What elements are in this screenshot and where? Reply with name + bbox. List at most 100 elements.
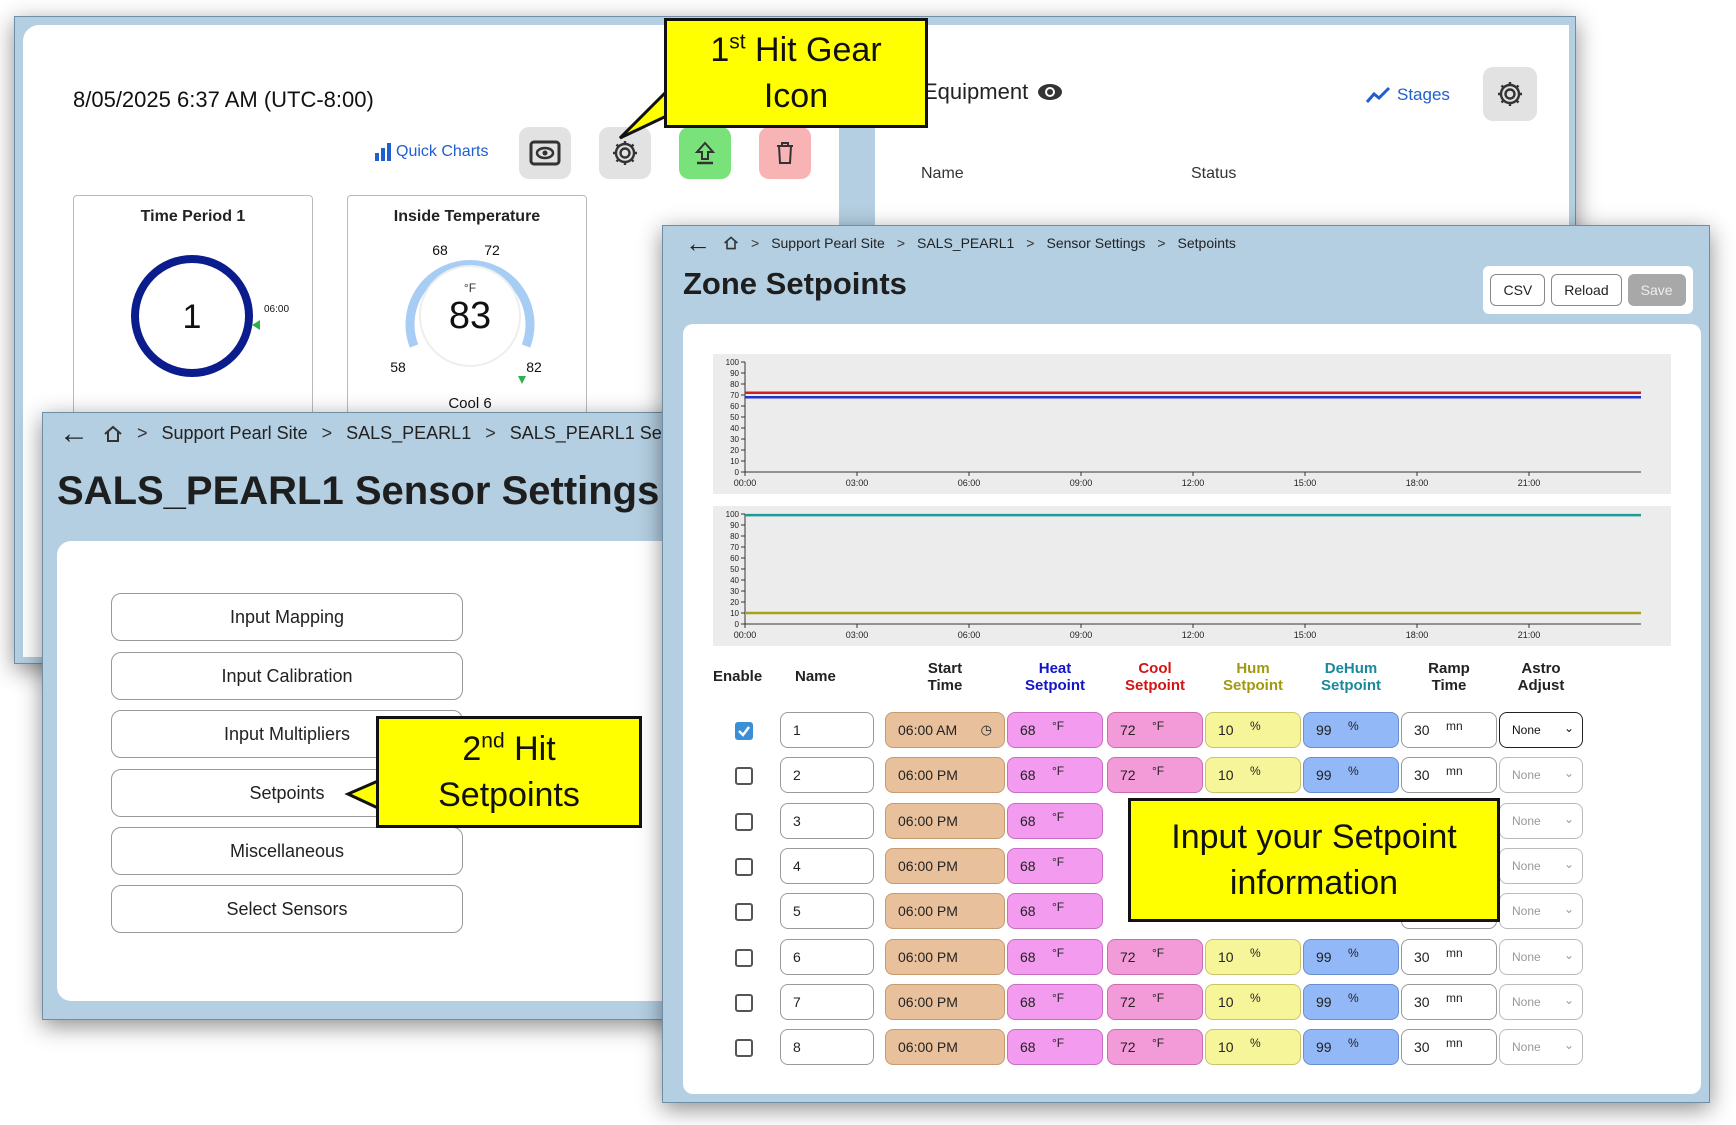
quick-charts-label: Quick Charts <box>396 143 489 160</box>
row-name-input[interactable]: 1 <box>780 712 874 748</box>
ramp-time-field[interactable]: 30 mn <box>1401 938 1497 975</box>
row-name-input[interactable]: 4 <box>780 847 874 884</box>
y-tick-label: 20 <box>730 446 739 455</box>
select-sensors-button[interactable]: Select Sensors <box>111 885 463 933</box>
hum-setpoint-field[interactable]: 10% <box>1205 757 1301 794</box>
start-time-input[interactable]: 06:00 PM <box>885 938 1005 975</box>
input-mapping-button[interactable]: Input Mapping <box>111 593 463 641</box>
row-name-input[interactable]: 7 <box>780 983 874 1020</box>
astro-adjust-select[interactable]: None ⌄ <box>1499 802 1583 839</box>
stages-label: Stages <box>1397 85 1450 104</box>
astro-adjust-select[interactable]: None ⌄ <box>1499 757 1583 794</box>
stages-link[interactable]: Stages <box>1365 85 1450 105</box>
home-icon[interactable] <box>723 235 739 251</box>
y-tick-label: 80 <box>730 380 739 389</box>
heat-setpoint-field[interactable]: 68 °F <box>1007 757 1103 794</box>
chart-svg: 0 10 20 30 40 50 60 70 80 90 100 00:00 03:00 06:00 09:… <box>726 510 1641 640</box>
enable-checkbox[interactable] <box>735 812 753 831</box>
y-tick-label: 10 <box>730 457 739 466</box>
astro-adjust-select[interactable]: None ⌄ <box>1499 847 1583 884</box>
dehum-setpoint-field[interactable]: 99% <box>1303 983 1399 1020</box>
astro-adjust-select[interactable]: None ⌄ <box>1499 712 1583 748</box>
equipment-settings-button[interactable] <box>1483 67 1537 121</box>
breadcrumb-controller[interactable]: SALS_PEARL1 <box>346 423 472 443</box>
site-datetime: 8/05/2025 6:37 AM (UTC-8:00) <box>73 87 374 112</box>
csv-button[interactable]: CSV <box>1490 274 1546 306</box>
dehum-setpoint-field[interactable]: 99% <box>1303 938 1399 975</box>
breadcrumb-sensor-settings[interactable]: Sensor Settings <box>1046 235 1146 251</box>
heat-setpoint-field[interactable]: 68 °F <box>1007 938 1103 975</box>
save-button[interactable]: Save <box>1627 274 1686 306</box>
upload-button[interactable] <box>679 127 731 179</box>
dehum-setpoint-field[interactable]: 99% <box>1303 712 1399 748</box>
quick-charts-link[interactable]: Quick Charts <box>375 143 488 161</box>
gear-icon <box>1498 82 1522 106</box>
ramp-time-field[interactable]: 30 mn <box>1401 757 1497 794</box>
miscellaneous-button[interactable]: Miscellaneous <box>111 827 463 875</box>
delete-button[interactable] <box>759 127 811 179</box>
enable-checkbox[interactable] <box>735 767 753 786</box>
enable-checkbox[interactable] <box>735 1039 753 1058</box>
heat-setpoint-field[interactable]: 68 °F <box>1007 712 1103 748</box>
astro-adjust-select[interactable]: None ⌄ <box>1499 938 1583 975</box>
enable-checkbox[interactable] <box>735 722 753 740</box>
hum-setpoint-field[interactable]: 10% <box>1205 983 1301 1020</box>
upload-icon <box>694 141 716 165</box>
input-calibration-button[interactable]: Input Calibration <box>111 652 463 700</box>
row-name-input[interactable]: 2 <box>780 757 874 794</box>
start-time-input[interactable]: 06:00 PM <box>885 847 1005 884</box>
setpoints-card: 0 10 20 30 40 50 60 70 80 90 100 00:00 03:00 06:00 09:… <box>683 324 1701 1094</box>
start-time-input[interactable]: 06:00 PM <box>885 983 1005 1020</box>
ramp-time-field[interactable]: 30 mn <box>1401 712 1497 748</box>
start-time-input[interactable]: 06:00 PM <box>885 1029 1005 1066</box>
enable-checkbox[interactable] <box>735 948 753 967</box>
cool-setpoint-field[interactable]: 72 °F <box>1107 938 1203 975</box>
breadcrumb-site[interactable]: Support Pearl Site <box>771 235 885 251</box>
heat-setpoint-field[interactable]: 68 °F <box>1007 983 1103 1020</box>
y-tick-label: 80 <box>730 532 739 541</box>
row-name-input[interactable]: 6 <box>780 938 874 975</box>
start-time-input[interactable]: 06:00 PM <box>885 802 1005 839</box>
dehum-setpoint-field[interactable]: 99% <box>1303 757 1399 794</box>
settings-button[interactable] <box>599 127 651 179</box>
cool-setpoint-field[interactable]: 72 °F <box>1107 757 1203 794</box>
start-time-input[interactable]: 06:00 PM <box>885 893 1005 930</box>
row-name-input[interactable]: 3 <box>780 802 874 839</box>
hum-setpoint-field[interactable]: 10% <box>1205 938 1301 975</box>
astro-adjust-select[interactable]: None ⌄ <box>1499 1029 1583 1066</box>
astro-adjust-select[interactable]: None ⌄ <box>1499 893 1583 930</box>
row-name-input[interactable]: 8 <box>780 1029 874 1066</box>
hum-setpoint-field[interactable]: 10% <box>1205 712 1301 748</box>
breadcrumb-controller[interactable]: SALS_PEARL1 <box>917 235 1015 251</box>
enable-checkbox[interactable] <box>735 857 753 876</box>
enable-checkbox[interactable] <box>735 903 753 922</box>
eye-icon[interactable] <box>1036 82 1064 102</box>
hum-setpoint-field[interactable]: 10% <box>1205 1029 1301 1066</box>
reload-button[interactable]: Reload <box>1551 274 1622 306</box>
cool-setpoint-field[interactable]: 72 °F <box>1107 712 1203 748</box>
time-period-tile[interactable]: Time Period 1 1 06:00 <box>73 195 313 430</box>
cool-setpoint-field[interactable]: 72 °F <box>1107 983 1203 1020</box>
cool-setpoint-field[interactable]: 72 °F <box>1107 1029 1203 1066</box>
back-arrow-icon[interactable]: ← <box>685 228 711 258</box>
ramp-time-field[interactable]: 30 mn <box>1401 983 1497 1020</box>
callout-input-setpoints: Input your Setpoint information <box>1128 798 1500 922</box>
row-name-input[interactable]: 5 <box>780 893 874 930</box>
heat-setpoint-field[interactable]: 68 °F <box>1007 802 1103 839</box>
breadcrumb-site[interactable]: Support Pearl Site <box>161 423 308 443</box>
chevron-down-icon: ⌄ <box>1563 947 1574 962</box>
home-icon[interactable] <box>103 424 123 444</box>
heat-setpoint-field[interactable]: 68 °F <box>1007 893 1103 930</box>
heat-setpoint-field[interactable]: 68 °F <box>1007 847 1103 884</box>
view-button[interactable] <box>519 127 571 179</box>
dehum-setpoint-field[interactable]: 99% <box>1303 1029 1399 1066</box>
heat-setpoint-field[interactable]: 68 °F <box>1007 1029 1103 1066</box>
start-time-input[interactable]: 06:00 AM ◷ <box>885 712 1005 748</box>
ramp-time-field[interactable]: 30 mn <box>1401 1029 1497 1066</box>
inside-temperature-tile[interactable]: Inside Temperature 68 72 °F 83 58 82 Coo… <box>347 195 587 430</box>
back-arrow-icon[interactable]: ← <box>59 416 89 450</box>
start-time-input[interactable]: 06:00 PM <box>885 757 1005 794</box>
breadcrumb: ← > Support Pearl Site > SALS_PEARL1 > SALS… <box>59 416 672 450</box>
enable-checkbox[interactable] <box>735 993 753 1012</box>
astro-adjust-select[interactable]: None ⌄ <box>1499 983 1583 1020</box>
